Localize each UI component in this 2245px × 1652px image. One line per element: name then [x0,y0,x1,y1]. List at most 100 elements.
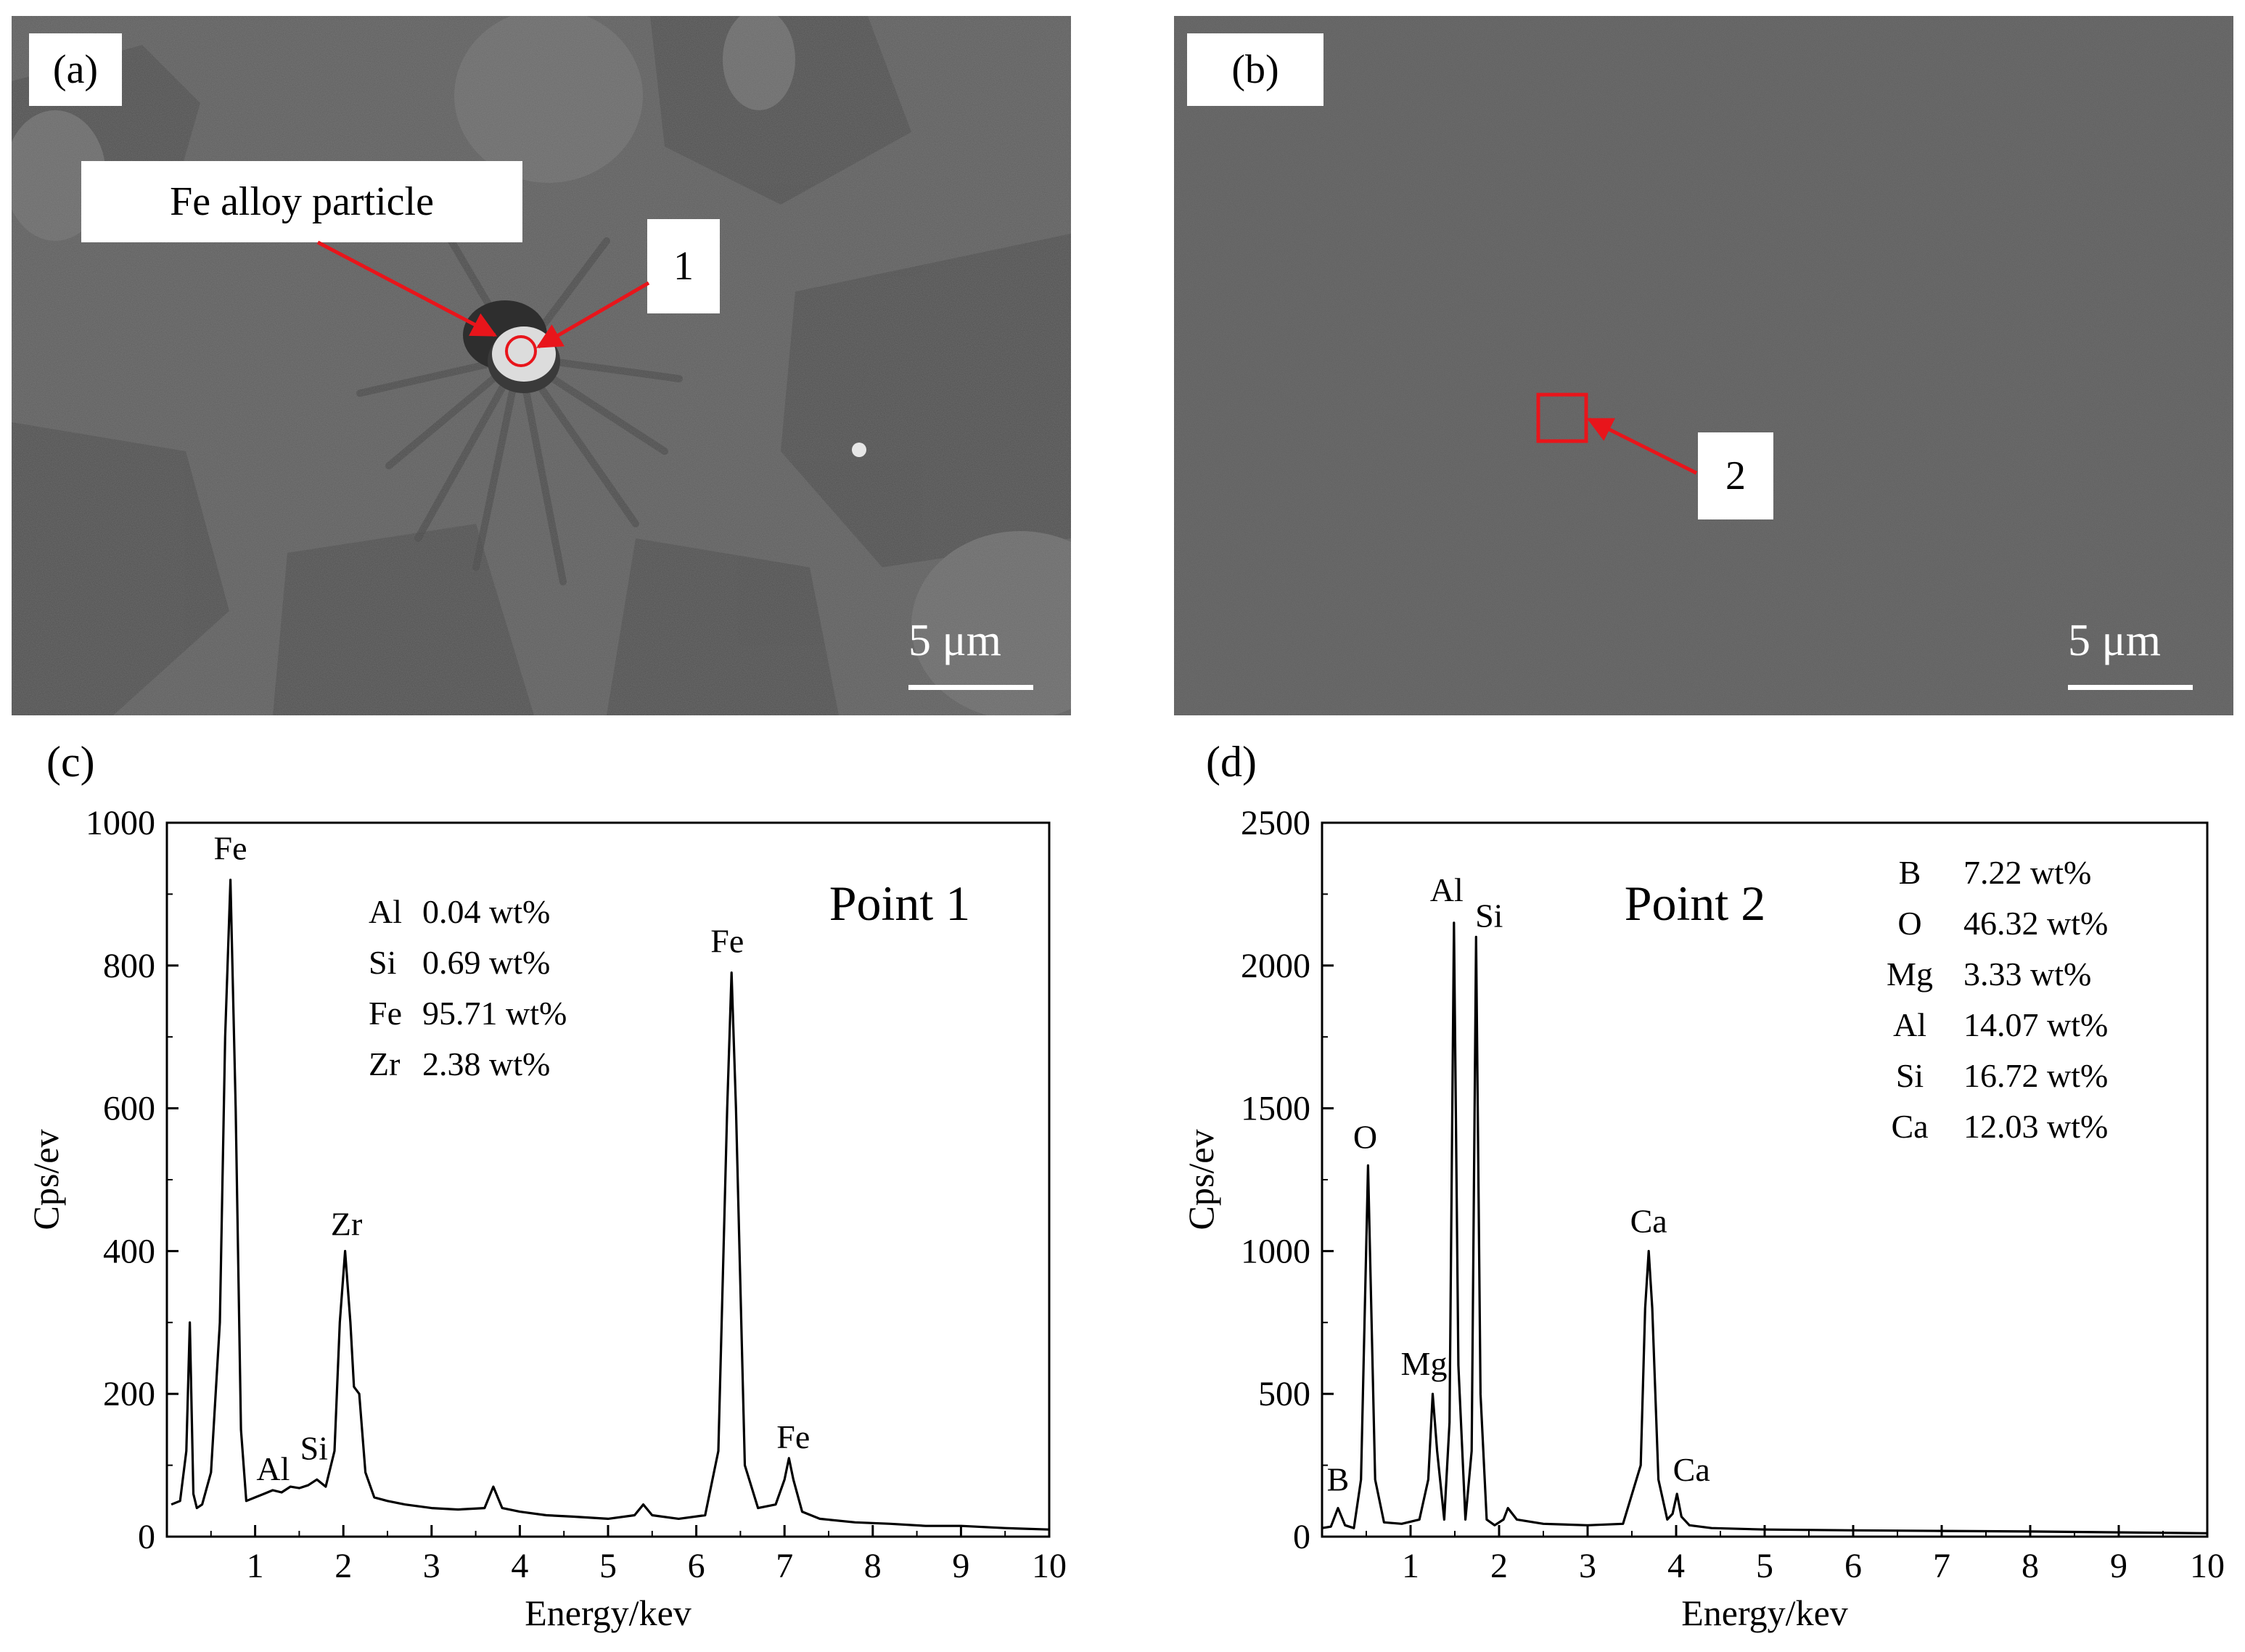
composition-element: Ca [1891,1108,1928,1145]
y-tick-label: 800 [103,947,155,985]
x-tick-label: 4 [1667,1547,1685,1585]
x-tick-label: 5 [599,1547,617,1585]
point-1-callout-text: 1 [673,244,694,289]
peak-label: Zr [331,1205,362,1242]
peak-label: Mg [1401,1345,1448,1382]
x-axis-label: Energy/kev [1681,1593,1848,1633]
composition-element: Mg [1887,956,1933,993]
x-tick-label: 7 [776,1547,793,1585]
y-axis-label: Cps/ev [1181,1130,1221,1230]
x-tick-label: 6 [1844,1547,1862,1585]
peak-label: Al [1430,871,1464,908]
x-tick-label: 10 [2190,1547,2225,1585]
sem-image-b [1174,16,2233,715]
point-1-arrow [535,281,650,349]
y-tick-label: 2500 [1241,804,1310,842]
panel-b-label: (b) [1187,33,1323,106]
x-tick-label: 8 [864,1547,882,1585]
point-2-callout: 2 [1698,432,1773,519]
panel-d-label: (d) [1206,738,1257,786]
x-tick-label: 3 [423,1547,440,1585]
sem-texture-b [1174,16,2233,715]
scale-bar-label-b: 5 μm [2068,616,2161,665]
peak-label: B [1327,1461,1350,1498]
chart-title: Point 1 [829,876,971,931]
y-tick-label: 0 [1293,1518,1310,1556]
peak-label: Fe [710,923,744,960]
peak-label: Al [256,1450,290,1487]
composition-element: Si [1896,1057,1924,1094]
peak-label: Si [300,1429,328,1466]
sem-annotations [316,240,1698,475]
composition-value: 12.03 wt% [1963,1108,2108,1145]
scale-bar-a [908,685,1033,690]
panel-a-label-text: (a) [52,47,99,92]
y-tick-label: 400 [103,1232,155,1270]
spectrum-line [171,879,1050,1531]
composition-element: O [1897,905,1921,942]
y-tick-label: 1000 [1241,1232,1310,1270]
composition-value: 2.38 wt% [422,1045,550,1082]
composition-value: 14.07 wt% [1963,1006,2108,1043]
composition-value: 16.72 wt% [1963,1057,2108,1094]
chart-title: Point 2 [1625,876,1766,931]
scale-bar-label-a: 5 μm [908,616,1001,665]
x-tick-label: 1 [1402,1547,1419,1585]
composition-value: 0.69 wt% [422,944,550,981]
peak-label: Si [1475,897,1503,934]
peak-label: O [1353,1118,1377,1155]
y-tick-label: 600 [103,1090,155,1128]
x-tick-label: 7 [1933,1547,1950,1585]
x-tick-label: 10 [1032,1547,1067,1585]
x-tick-label: 2 [335,1547,352,1585]
composition-value: 7.22 wt% [1963,854,2091,891]
x-tick-label: 9 [2110,1547,2127,1585]
peak-label: Ca [1673,1451,1710,1488]
composition-element: Al [369,893,402,930]
x-tick-label: 2 [1490,1547,1508,1585]
x-tick-label: 6 [688,1547,705,1585]
panel-a-label: (a) [29,33,122,106]
panel-c-label: (c) [46,738,95,786]
x-tick-label: 9 [952,1547,969,1585]
particle-callout-text: Fe alloy particle [170,179,434,224]
composition-element: Fe [369,995,402,1032]
sem-image-a [12,16,1071,715]
panel-b-label-text: (b) [1231,47,1279,92]
y-tick-label: 2000 [1241,947,1310,985]
composition-element: B [1899,854,1921,891]
x-tick-label: 4 [511,1547,528,1585]
x-tick-label: 1 [247,1547,264,1585]
y-axis-label: Cps/ev [25,1130,66,1230]
peak-label: Fe [214,830,247,867]
composition-value: 46.32 wt% [1963,905,2108,942]
x-tick-label: 8 [2022,1547,2039,1585]
y-tick-label: 1500 [1241,1090,1310,1128]
composition-value: 3.33 wt% [1963,956,2091,993]
y-tick-label: 0 [138,1518,155,1556]
x-tick-label: 3 [1579,1547,1596,1585]
x-tick-label: 5 [1756,1547,1773,1585]
point-1-callout: 1 [647,219,720,313]
point-2-callout-text: 2 [1725,453,1746,498]
spectrum-line [1321,921,2208,1534]
y-tick-label: 200 [103,1375,155,1413]
composition-value: 95.71 wt% [422,995,567,1032]
point-2-arrow [1586,417,1698,475]
sem-texture-a [12,16,1071,715]
composition-element: Si [369,944,396,981]
scale-bar-b [2068,685,2193,690]
composition-value: 0.04 wt% [422,893,550,930]
peak-label: Fe [776,1418,810,1455]
particle-arrow [316,240,498,337]
y-tick-label: 1000 [86,804,155,842]
composition-element: Al [1893,1006,1926,1043]
particle-callout: Fe alloy particle [81,161,522,242]
y-tick-label: 500 [1258,1375,1310,1413]
point-1-marker [505,335,537,367]
peak-label: Ca [1630,1202,1667,1239]
x-axis-label: Energy/kev [525,1593,691,1633]
composition-element: Zr [369,1045,400,1082]
